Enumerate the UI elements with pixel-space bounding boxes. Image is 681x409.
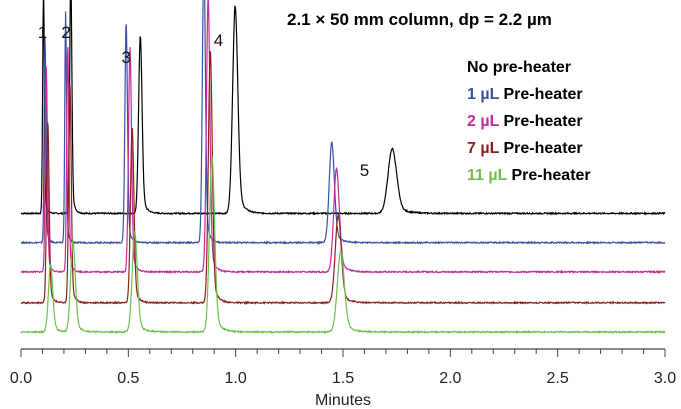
x-tick-label: 1.5 — [332, 370, 354, 387]
legend-entry: 11 µL Pre-heater — [467, 167, 591, 184]
peak-label: 5 — [360, 161, 369, 180]
legend-entry: 2 µL Pre-heater — [467, 113, 583, 130]
x-axis-label: Minutes — [315, 392, 371, 409]
legend-entry: 7 µL Pre-heater — [467, 140, 583, 157]
legend-entry-text: 2 µL — [467, 113, 500, 130]
series-trace — [20, 0, 666, 216]
peak-labels: 1 2 3 4 5 — [38, 23, 369, 180]
legend-entry-text: 1 µL — [467, 86, 500, 103]
peak-label: 4 — [214, 31, 223, 50]
chart-title: 2.1 × 50 mm column, dp = 2.2 µm — [287, 10, 552, 29]
x-tick-label: 0.0 — [10, 370, 32, 387]
series-trace — [20, 50, 666, 305]
x-tick-label: 1.0 — [225, 370, 247, 387]
legend-entry: No pre-heater — [467, 59, 571, 76]
legend-entry-text: No pre-heater — [467, 59, 571, 76]
peak-label: 1 — [38, 23, 47, 42]
legend-entry-text: Pre-heater — [507, 167, 591, 184]
traces-layer — [20, 0, 666, 335]
legend-entry-text: Pre-heater — [499, 86, 583, 103]
x-tick-label: 0.5 — [117, 370, 139, 387]
x-axis-ticks: 0.0 0.5 1.0 1.5 2.0 2.5 3.0 — [10, 349, 676, 387]
legend-entry: 1 µL Pre-heater — [467, 86, 583, 103]
x-tick-label: 2.0 — [439, 370, 461, 387]
x-axis: 0.0 0.5 1.0 1.5 2.0 2.5 3.0 — [10, 348, 676, 387]
series-trace — [20, 156, 666, 335]
legend-entry-text: Pre-heater — [499, 113, 583, 130]
x-tick-label: 2.5 — [547, 370, 569, 387]
legend-entry-text: Pre-heater — [499, 140, 583, 157]
peak-label: 2 — [61, 23, 70, 42]
peak-label: 3 — [121, 48, 130, 67]
series-trace — [20, 0, 666, 275]
legend-entry-text: 11 µL — [467, 167, 508, 184]
legend-entry-text: 7 µL — [467, 140, 500, 157]
x-tick-label: 3.0 — [654, 370, 676, 387]
